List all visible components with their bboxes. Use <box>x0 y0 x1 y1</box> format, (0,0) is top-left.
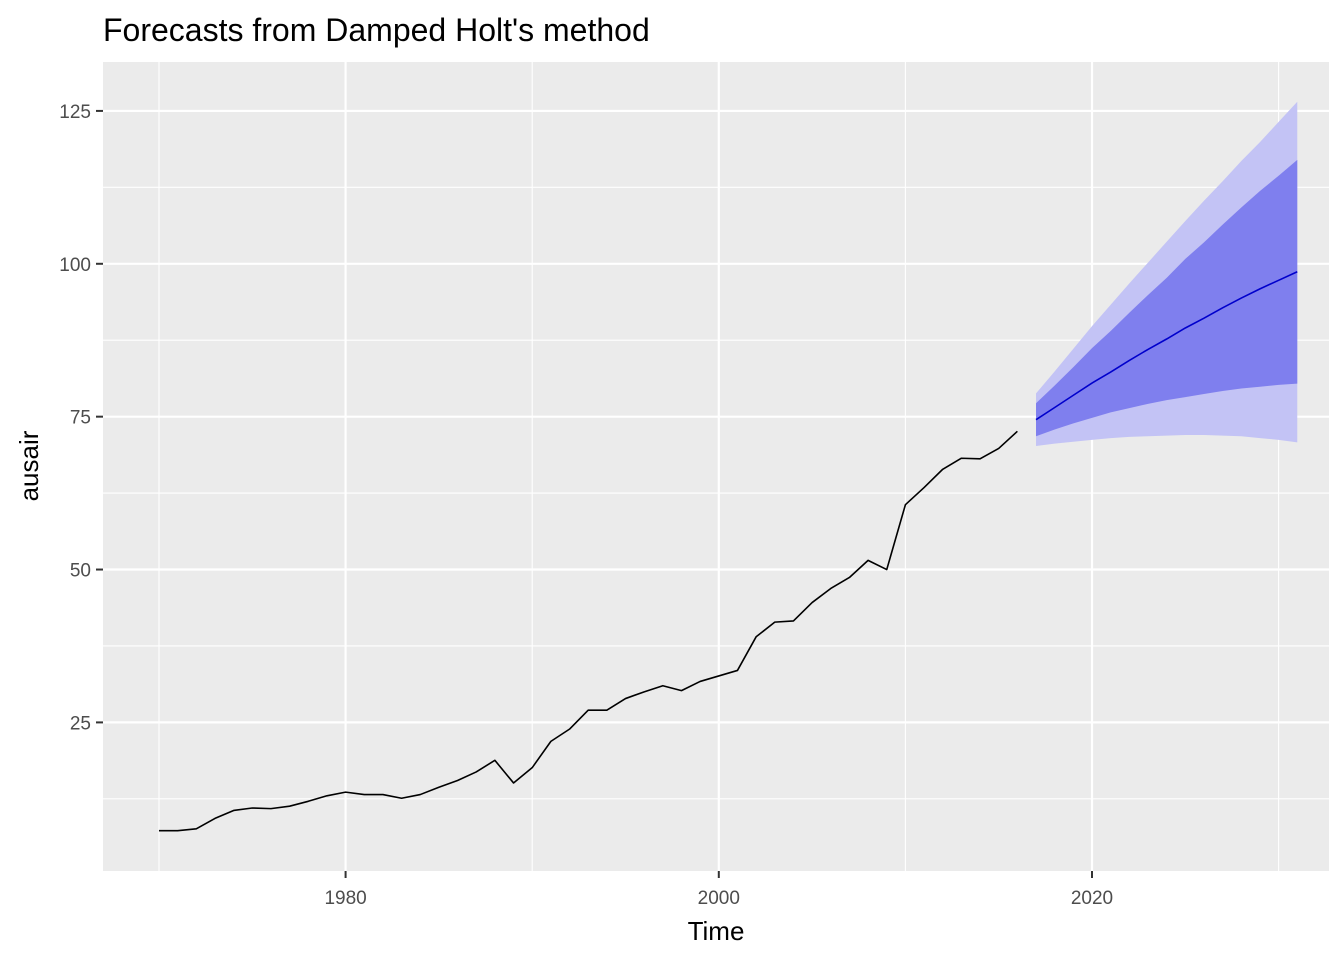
forecast-intervals <box>1036 101 1298 447</box>
y-axis: 25 50 75 100 125 <box>59 102 103 734</box>
x-tick-label-2020: 2020 <box>1071 888 1113 909</box>
x-tick-label-2000: 2000 <box>698 888 740 909</box>
plot-panel <box>103 62 1329 871</box>
chart-title: Forecasts from Damped Holt's method <box>103 12 650 48</box>
minor-grid <box>103 62 1329 871</box>
series-history-line <box>158 430 1018 832</box>
y-tick-label-125: 125 <box>59 102 91 123</box>
x-tick-label-1980: 1980 <box>324 888 366 909</box>
series-forecast-line <box>1035 271 1298 421</box>
y-tick-label-75: 75 <box>70 408 91 429</box>
y-tick-label-25: 25 <box>70 713 91 734</box>
band-80 <box>1036 159 1298 437</box>
series-lines <box>158 271 1298 832</box>
x-axis-title: Time <box>688 916 745 946</box>
x-axis: 1980 2000 2020 <box>324 871 1113 909</box>
y-tick-label-50: 50 <box>70 561 91 582</box>
y-axis-title: ausair <box>14 430 44 501</box>
y-tick-label-100: 100 <box>59 255 91 276</box>
